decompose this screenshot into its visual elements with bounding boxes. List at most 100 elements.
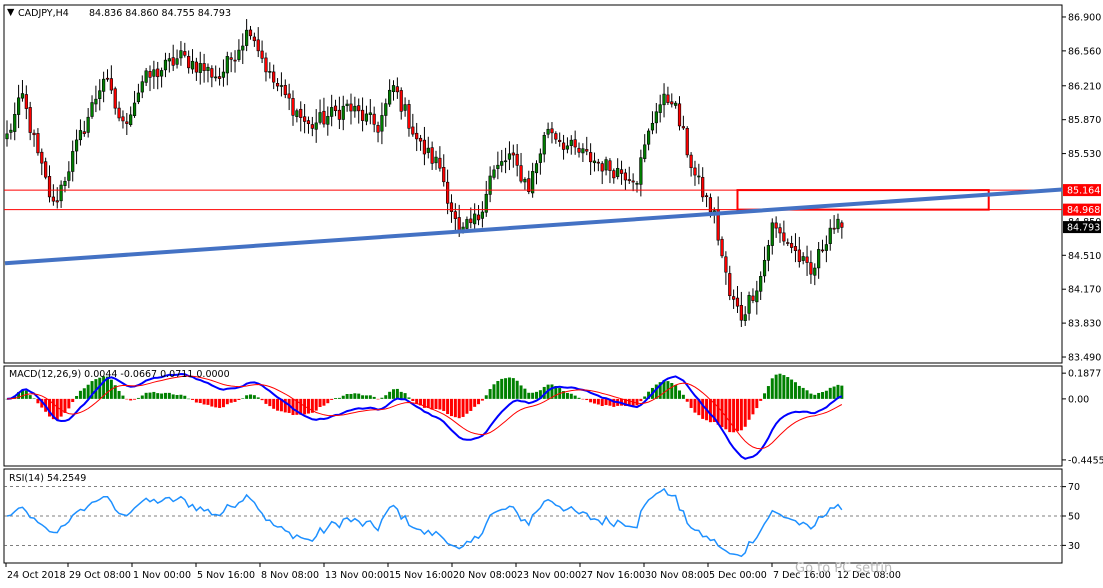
candle <box>519 152 523 184</box>
candle-body <box>217 76 222 79</box>
macd-histogram-bar <box>612 398 616 407</box>
candle <box>345 99 349 112</box>
candle <box>187 50 191 74</box>
candle-body <box>573 139 577 148</box>
macd-histogram-bar <box>171 394 175 399</box>
candle <box>395 77 399 99</box>
price-label-bg <box>1063 203 1101 216</box>
candle <box>453 203 457 233</box>
candle-body <box>828 227 832 244</box>
candle <box>612 168 616 184</box>
candle <box>287 83 291 111</box>
candle-body <box>9 129 13 133</box>
candle-body <box>476 214 481 221</box>
candle-body <box>156 68 160 78</box>
macd-histogram-bar <box>747 398 751 420</box>
candle <box>144 67 148 87</box>
candle <box>778 223 782 243</box>
candle <box>237 39 241 62</box>
candle-body <box>148 71 152 78</box>
candle-body <box>712 210 716 213</box>
candle-body <box>685 128 689 156</box>
candle-body <box>809 262 813 275</box>
candle-body <box>132 102 137 116</box>
candle <box>662 83 666 118</box>
price-label-bg <box>1063 184 1101 197</box>
macd-histogram-bar <box>314 398 318 411</box>
candle <box>801 252 805 265</box>
candle-body <box>550 128 554 134</box>
candle <box>604 156 608 176</box>
candle <box>728 265 732 301</box>
candle <box>561 134 566 160</box>
macd-histogram-bar <box>202 398 206 405</box>
candle <box>9 123 13 140</box>
macd-histogram-bar <box>658 382 662 399</box>
candle-body <box>824 244 828 251</box>
macd-histogram-bar <box>457 398 461 419</box>
candle-body <box>24 94 28 109</box>
candle <box>789 235 794 254</box>
candle <box>167 52 171 73</box>
time-tick-label: 13 Nov 00:00 <box>325 570 389 581</box>
candle <box>654 102 658 134</box>
macd-histogram-bar <box>766 386 770 399</box>
candle-body <box>608 160 612 171</box>
macd-histogram-bar <box>504 378 508 399</box>
candle-body <box>442 167 446 183</box>
candle <box>739 291 743 327</box>
macd-histogram-bar <box>697 398 701 416</box>
time-tick-label: 20 Nov 08:00 <box>453 570 517 581</box>
candle <box>190 49 195 74</box>
candle <box>558 132 562 147</box>
macd-histogram-bar <box>63 398 67 413</box>
candle-body <box>453 211 457 219</box>
candle <box>210 65 214 88</box>
macd-histogram-bar <box>596 398 600 405</box>
candle-body <box>67 171 71 181</box>
macd-histogram-bar <box>156 393 160 399</box>
macd-histogram-bar <box>535 391 539 399</box>
macd-histogram-bar <box>380 397 384 399</box>
candle-body <box>820 249 825 252</box>
macd-histogram-bar <box>225 398 229 405</box>
candle <box>786 238 790 247</box>
candle-body <box>438 157 442 169</box>
candle-body <box>252 36 256 42</box>
candle <box>156 61 160 90</box>
candle-body <box>542 135 546 155</box>
candle-body <box>658 104 662 113</box>
candle-body <box>384 103 388 116</box>
candle <box>268 62 272 79</box>
candle-body <box>256 39 260 52</box>
candle-body <box>198 63 202 73</box>
candle-body <box>86 116 90 133</box>
candle-body <box>500 161 504 166</box>
macd-histogram-bar <box>241 398 245 399</box>
candle <box>98 79 102 111</box>
chart-menu-icon[interactable]: ▼ <box>7 7 15 18</box>
candle <box>388 79 392 107</box>
macd-histogram-bar <box>519 385 523 399</box>
price-tick-label: 84.170 <box>1068 285 1101 296</box>
candle <box>175 49 179 69</box>
macd-histogram-bar <box>117 390 121 399</box>
macd-histogram-bar <box>836 384 840 399</box>
macd-panel-frame <box>3 365 1063 467</box>
macd-line <box>6 372 843 460</box>
macd-histogram-bar <box>786 377 790 399</box>
candle <box>233 50 237 73</box>
macd-histogram-bar <box>712 398 716 422</box>
trendline <box>4 187 1063 266</box>
candle-body <box>728 273 732 297</box>
macd-histogram-bar <box>643 396 647 399</box>
candle <box>140 75 144 99</box>
candle <box>291 90 295 126</box>
candle <box>5 120 9 147</box>
candle <box>272 64 276 90</box>
macd-histogram-bar <box>419 398 423 406</box>
macd-histogram-bar <box>708 398 712 423</box>
candle <box>248 25 253 40</box>
candle <box>623 168 627 191</box>
